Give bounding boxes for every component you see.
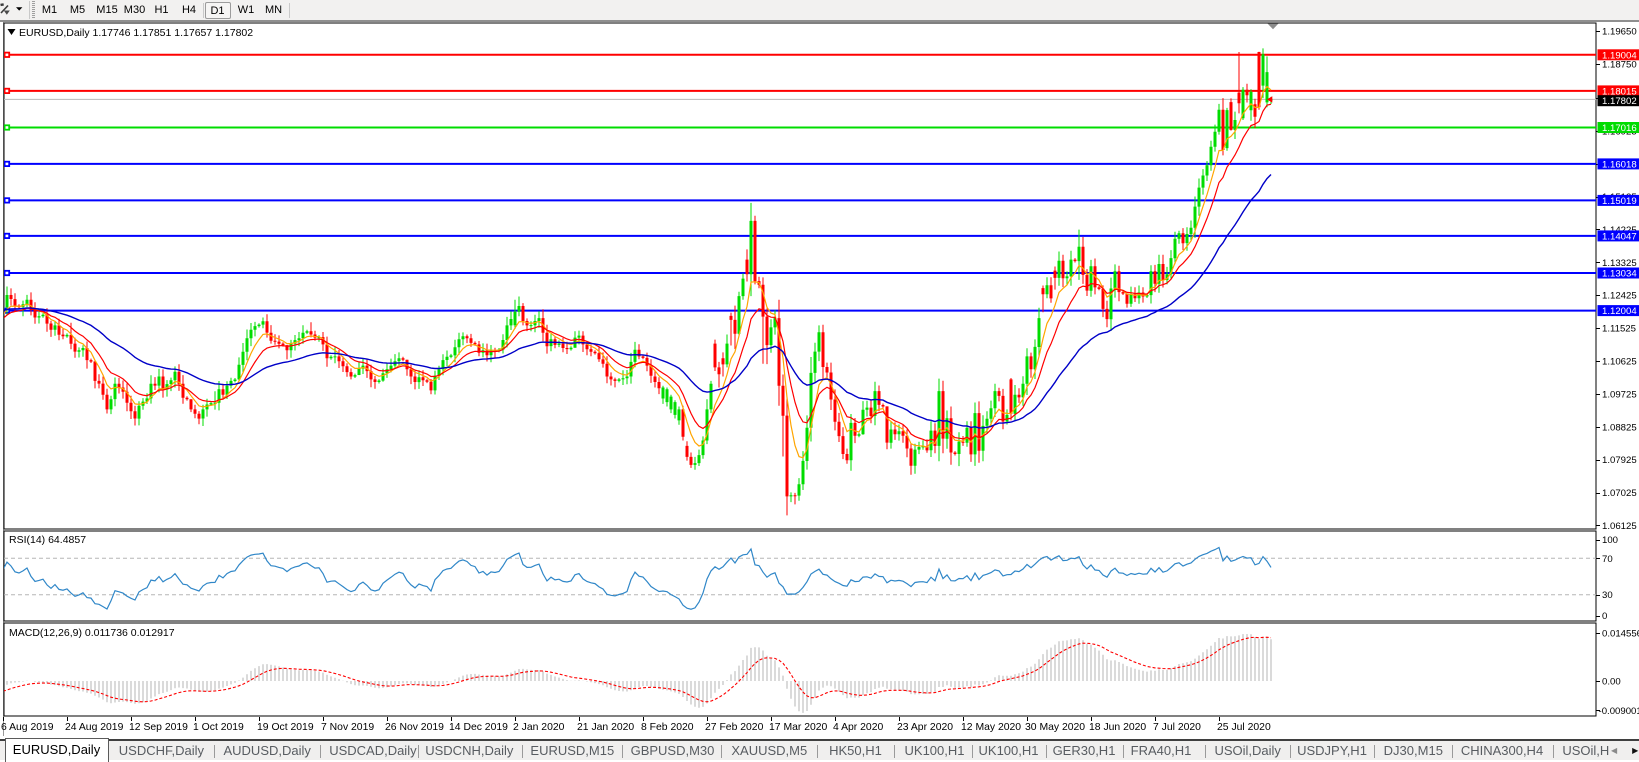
svg-text:12 May 2020: 12 May 2020: [961, 722, 1021, 733]
svg-text:7 Jul 2020: 7 Jul 2020: [1153, 722, 1201, 733]
svg-text:14 Dec 2019: 14 Dec 2019: [449, 722, 508, 733]
svg-text:1.07925: 1.07925: [1602, 455, 1637, 466]
svg-text:1.12425: 1.12425: [1602, 291, 1637, 302]
svg-text:EURUSD,Daily 1.17746 1.17851: EURUSD,Daily 1.17746 1.17851 1.17657 1.1…: [19, 27, 253, 39]
svg-text:1.15019: 1.15019: [1602, 196, 1637, 207]
svg-text:1.13034: 1.13034: [1602, 269, 1637, 280]
svg-text:4 Apr 2020: 4 Apr 2020: [833, 722, 883, 733]
svg-text:25 Jul 2020: 25 Jul 2020: [1217, 722, 1271, 733]
svg-text:19 Oct 2019: 19 Oct 2019: [257, 722, 314, 733]
svg-text:1.12004: 1.12004: [1602, 306, 1637, 317]
svg-text:0: 0: [1602, 611, 1607, 622]
svg-text:1.19004: 1.19004: [1602, 50, 1637, 61]
svg-text:1.09725: 1.09725: [1602, 389, 1637, 400]
svg-text:1.19650: 1.19650: [1602, 27, 1637, 38]
svg-text:1.14047: 1.14047: [1602, 231, 1637, 242]
svg-text:MACD(12,26,9) 0.011736 0.01291: MACD(12,26,9) 0.011736 0.012917: [9, 627, 175, 639]
svg-text:-0.009001: -0.009001: [1599, 706, 1639, 717]
svg-text:18 Jun 2020: 18 Jun 2020: [1089, 722, 1146, 733]
svg-text:1.16018: 1.16018: [1602, 159, 1637, 170]
svg-text:23 Apr 2020: 23 Apr 2020: [897, 722, 953, 733]
svg-text:1.06125: 1.06125: [1602, 521, 1637, 532]
svg-text:30: 30: [1602, 590, 1613, 601]
svg-text:27 Feb 2020: 27 Feb 2020: [705, 722, 764, 733]
svg-text:1.17016: 1.17016: [1602, 123, 1637, 134]
svg-text:0.00: 0.00: [1602, 677, 1621, 688]
svg-text:21 Jan 2020: 21 Jan 2020: [577, 722, 634, 733]
svg-text:1.07025: 1.07025: [1602, 488, 1637, 499]
svg-text:7 Nov 2019: 7 Nov 2019: [321, 722, 374, 733]
svg-text:6 Aug 2019: 6 Aug 2019: [1, 722, 54, 733]
svg-text:30 May 2020: 30 May 2020: [1025, 722, 1085, 733]
svg-text:RSI(14) 64.4857: RSI(14) 64.4857: [9, 534, 86, 546]
svg-text:1.11525: 1.11525: [1602, 324, 1636, 335]
svg-text:17 Mar 2020: 17 Mar 2020: [769, 722, 828, 733]
svg-text:70: 70: [1602, 554, 1613, 565]
svg-text:26 Nov 2019: 26 Nov 2019: [385, 722, 444, 733]
svg-text:0.014556: 0.014556: [1602, 629, 1639, 640]
svg-text:24 Aug 2019: 24 Aug 2019: [65, 722, 124, 733]
svg-text:1.17802: 1.17802: [1602, 96, 1637, 107]
svg-text:1.08825: 1.08825: [1602, 422, 1637, 433]
svg-text:1.10625: 1.10625: [1602, 357, 1637, 368]
svg-text:1.13325: 1.13325: [1602, 258, 1637, 269]
svg-text:1 Oct 2019: 1 Oct 2019: [193, 722, 244, 733]
svg-text:12 Sep 2019: 12 Sep 2019: [129, 722, 188, 733]
svg-text:100: 100: [1602, 535, 1618, 546]
svg-text:8 Feb 2020: 8 Feb 2020: [641, 722, 694, 733]
svg-text:2 Jan 2020: 2 Jan 2020: [513, 722, 565, 733]
